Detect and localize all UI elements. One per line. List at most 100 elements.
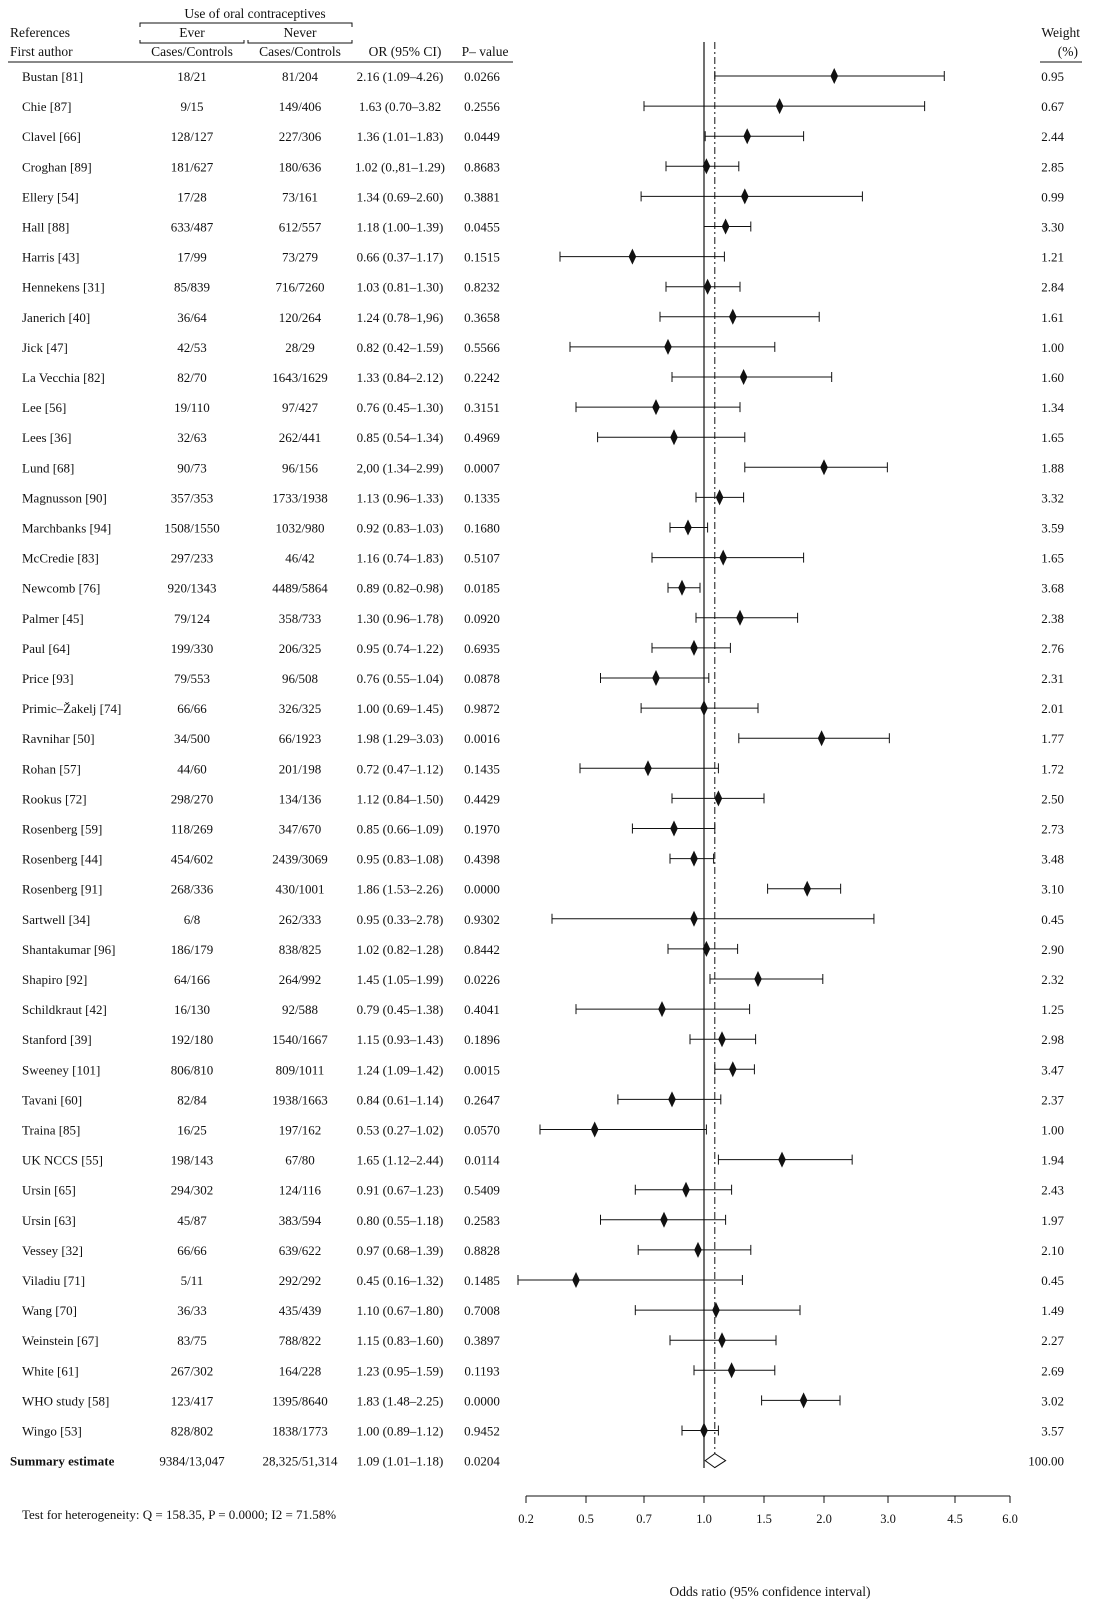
row-never: 809/1011 bbox=[276, 1062, 325, 1077]
row-p-value: 0.0878 bbox=[464, 671, 500, 686]
x-tick-label: 6.0 bbox=[1002, 1512, 1018, 1526]
row-ever: 66/66 bbox=[177, 701, 207, 716]
row-never: 149/406 bbox=[279, 99, 322, 114]
row-author: Vessey [32] bbox=[22, 1243, 83, 1258]
row-weight: 2.76 bbox=[1041, 641, 1064, 656]
row-weight: 1.77 bbox=[1041, 731, 1064, 746]
row-weight: 100.00 bbox=[1028, 1454, 1064, 1469]
row-p-value: 0.0226 bbox=[464, 972, 500, 987]
row-ever: 920/1343 bbox=[167, 581, 216, 596]
row-weight: 2.37 bbox=[1041, 1092, 1064, 1107]
row-ever: 828/802 bbox=[171, 1424, 214, 1439]
point-estimate bbox=[644, 760, 652, 777]
point-estimate bbox=[702, 940, 711, 957]
row-never: 612/557 bbox=[279, 220, 322, 235]
row-never: 292/292 bbox=[279, 1273, 322, 1288]
row-or-ci: 0.92 (0.83–1.03) bbox=[357, 521, 444, 536]
row-or-ci: 1.86 (1.53–2.26) bbox=[357, 882, 444, 897]
row-author: Rohan [57] bbox=[22, 761, 81, 776]
row-or-ci: 0.76 (0.55–1.04) bbox=[357, 671, 444, 686]
row-ever: 16/130 bbox=[174, 1002, 210, 1017]
point-estimate bbox=[743, 128, 751, 145]
row-ever: 32/63 bbox=[177, 430, 207, 445]
row-weight: 1.00 bbox=[1041, 340, 1064, 355]
row-or-ci: 1.09 (1.01–1.18) bbox=[357, 1454, 444, 1469]
point-estimate bbox=[572, 1272, 580, 1288]
row-ever: 267/302 bbox=[171, 1363, 214, 1378]
row-weight: 2.98 bbox=[1041, 1032, 1064, 1047]
row-author: Ursin [63] bbox=[22, 1213, 76, 1228]
row-never: 262/441 bbox=[279, 430, 322, 445]
col-never: Never bbox=[284, 25, 317, 40]
row-or-ci: 0.95 (0.74–1.22) bbox=[357, 641, 444, 656]
row-weight: 1.34 bbox=[1041, 400, 1064, 415]
row-p-value: 0.3897 bbox=[464, 1333, 500, 1348]
row-never: 120/264 bbox=[279, 310, 322, 325]
row-ever: 64/166 bbox=[174, 972, 211, 987]
row-p-value: 0.9302 bbox=[464, 912, 500, 927]
row-p-value: 0.2556 bbox=[464, 99, 500, 114]
row-author: Janerich [40] bbox=[22, 310, 90, 325]
row-author: Stanford [39] bbox=[22, 1032, 92, 1047]
row-never: 201/198 bbox=[279, 761, 322, 776]
row-never: 838/825 bbox=[279, 942, 322, 957]
row-weight: 2.50 bbox=[1041, 791, 1064, 806]
row-author: Magnusson [90] bbox=[22, 490, 107, 505]
point-estimate bbox=[817, 730, 826, 747]
row-never: 4489/5864 bbox=[272, 581, 328, 596]
row-author: Ursin [65] bbox=[22, 1183, 76, 1198]
row-weight: 1.00 bbox=[1041, 1123, 1064, 1138]
row-or-ci: 1.36 (1.01–1.83) bbox=[357, 129, 444, 144]
row-author: Palmer [45] bbox=[22, 611, 84, 626]
row-p-value: 0.4041 bbox=[464, 1002, 500, 1017]
point-estimate bbox=[684, 519, 692, 536]
row-author: Rosenberg [44] bbox=[22, 852, 102, 867]
row-p-value: 0.0000 bbox=[464, 1393, 500, 1408]
row-p-value: 0.0266 bbox=[464, 69, 500, 84]
row-or-ci: 1.16 (0.74–1.83) bbox=[357, 551, 444, 566]
row-or-ci: 1.13 (0.96–1.33) bbox=[357, 490, 444, 505]
row-weight: 2.43 bbox=[1041, 1183, 1064, 1198]
row-author: Sartwell [34] bbox=[22, 912, 90, 927]
row-never: 197/162 bbox=[279, 1123, 322, 1138]
row-ever: 36/64 bbox=[177, 310, 207, 325]
row-or-ci: 1.34 (0.69–2.60) bbox=[357, 189, 444, 204]
point-estimate bbox=[721, 218, 730, 235]
row-ever: 79/124 bbox=[174, 611, 211, 626]
row-author: Weinstein [67] bbox=[22, 1333, 99, 1348]
col-never-sub: Cases/Controls bbox=[259, 44, 341, 59]
row-author: WHO study [58] bbox=[22, 1393, 109, 1408]
row-p-value: 0.0114 bbox=[464, 1153, 500, 1168]
row-or-ci: 0.76 (0.45–1.30) bbox=[357, 400, 444, 415]
row-p-value: 0.0920 bbox=[464, 611, 500, 626]
row-p-value: 0.0204 bbox=[464, 1454, 500, 1469]
row-weight: 3.02 bbox=[1041, 1393, 1064, 1408]
row-ever: 633/487 bbox=[171, 220, 214, 235]
row-never: 347/670 bbox=[279, 822, 322, 837]
row-never: 227/306 bbox=[279, 129, 322, 144]
point-estimate bbox=[690, 850, 698, 867]
row-p-value: 0.3151 bbox=[464, 400, 500, 415]
row-never: 1938/1663 bbox=[272, 1092, 328, 1107]
row-author: Hennekens [31] bbox=[22, 280, 105, 295]
row-or-ci: 0.95 (0.33–2.78) bbox=[357, 912, 444, 927]
study-rows: Bustan [81] 18/21 81/204 2.16 (1.09–4.26) 0.… bbox=[10, 69, 1065, 1469]
row-author: Paul [64] bbox=[22, 641, 70, 656]
plot-area bbox=[517, 42, 945, 1469]
row-p-value: 0.0570 bbox=[464, 1123, 500, 1138]
row-or-ci: 1.12 (0.84–1.50) bbox=[357, 791, 444, 806]
row-or-ci: 0.85 (0.66–1.09) bbox=[357, 822, 444, 837]
row-never: 716/7260 bbox=[275, 280, 324, 295]
row-never: 1540/1667 bbox=[272, 1032, 328, 1047]
row-ever: 186/179 bbox=[171, 942, 214, 957]
row-ever: 118/269 bbox=[171, 822, 213, 837]
row-author: Newcomb [76] bbox=[22, 581, 100, 596]
row-p-value: 0.5566 bbox=[464, 340, 500, 355]
x-tick-label: 0.5 bbox=[578, 1512, 594, 1526]
row-p-value: 0.1515 bbox=[464, 250, 500, 265]
row-p-value: 0.6935 bbox=[464, 641, 500, 656]
row-or-ci: 2,00 (1.34–2.99) bbox=[357, 460, 444, 475]
row-never: 264/992 bbox=[279, 972, 322, 987]
row-author: Lund [68] bbox=[22, 460, 74, 475]
